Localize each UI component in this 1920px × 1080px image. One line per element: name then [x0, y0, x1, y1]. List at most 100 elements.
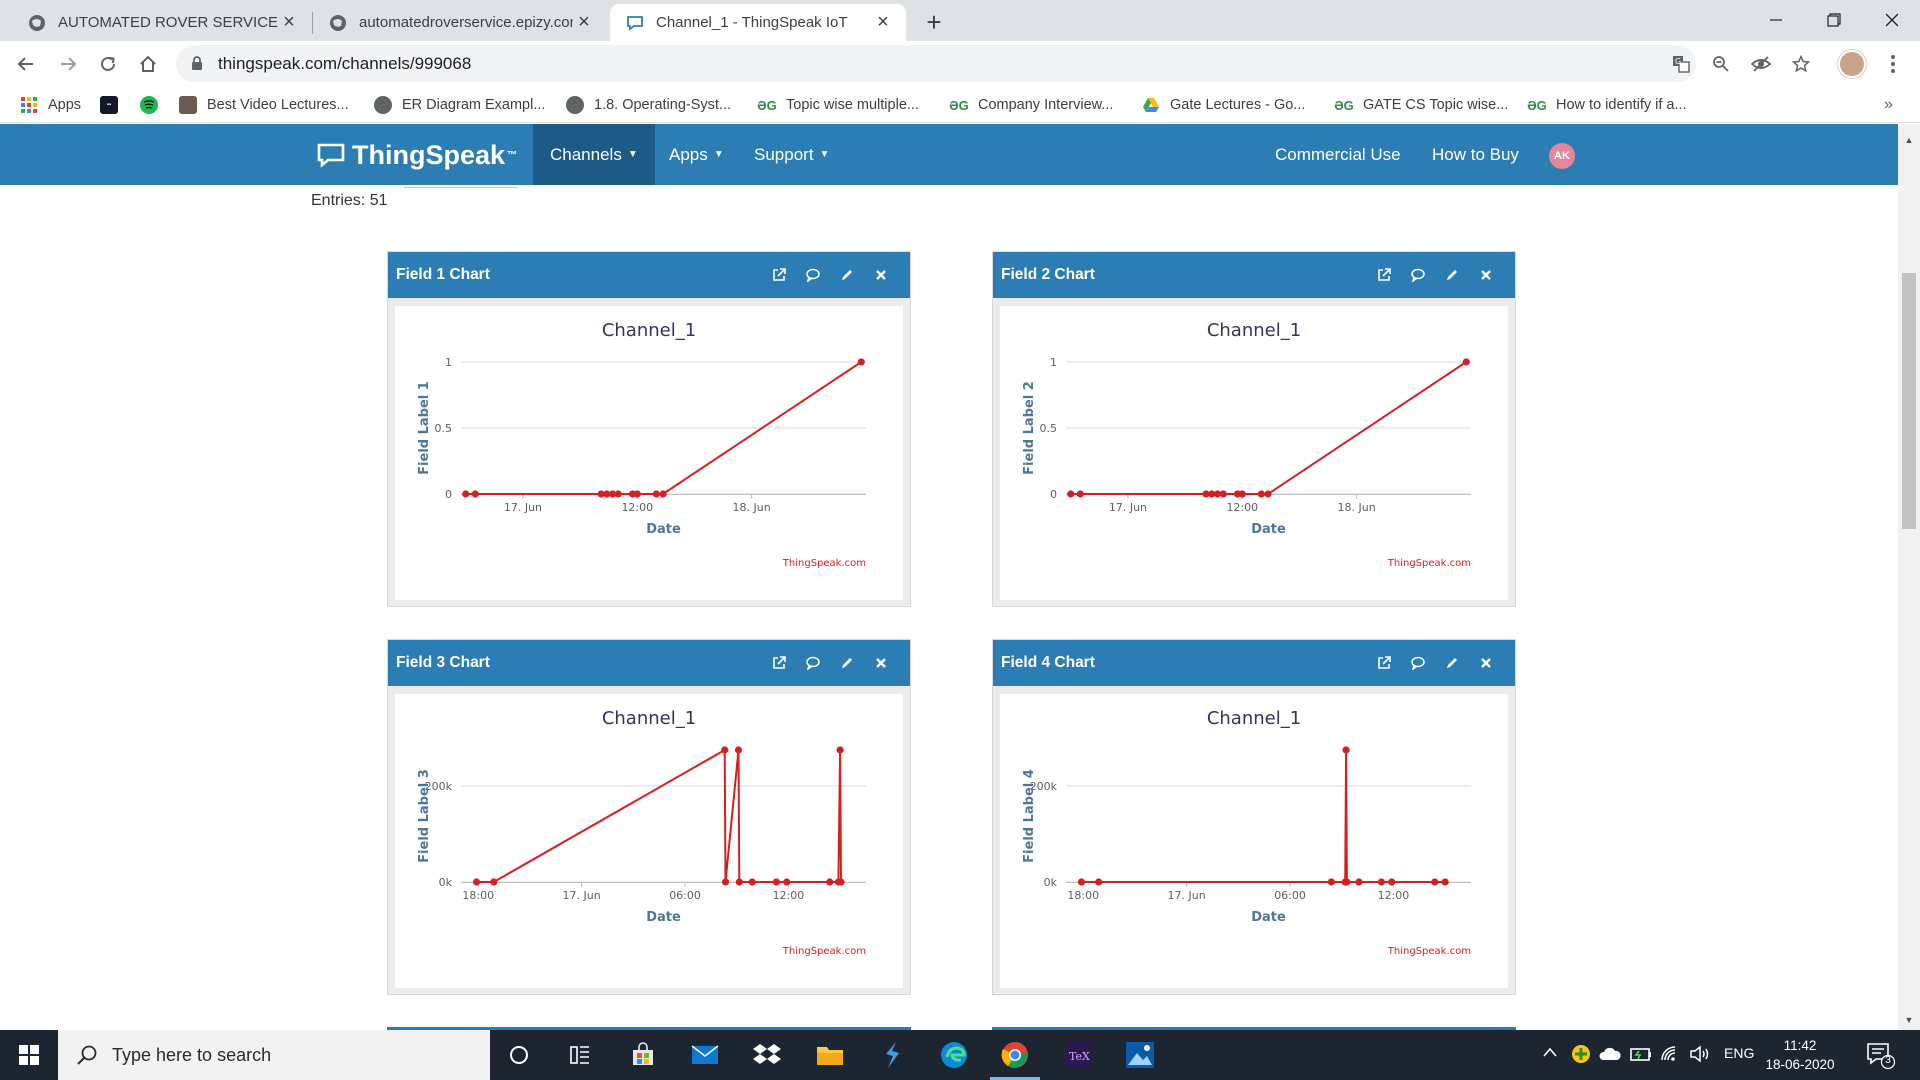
- data-point: [1076, 490, 1084, 498]
- data-point: [826, 878, 834, 886]
- scroll-up-arrow[interactable]: ▲: [1904, 135, 1914, 145]
- close-icon[interactable]: ×: [578, 11, 590, 33]
- browser-menu-icon[interactable]: [1884, 49, 1902, 79]
- data-point: [735, 878, 743, 886]
- bookmark-item[interactable]: ƏG GATE CS Topic wise...: [1334, 94, 1508, 116]
- user-avatar[interactable]: AK: [1549, 143, 1575, 169]
- zoom-icon[interactable]: [1710, 53, 1732, 75]
- bookmark-item[interactable]: ƏG How to identify if a...: [1527, 94, 1686, 116]
- data-point: [721, 878, 730, 886]
- bookmark-item[interactable]: Gate Lectures - Go...: [1142, 94, 1305, 116]
- bookmark-spotify[interactable]: [140, 94, 168, 116]
- data-point: [857, 358, 865, 366]
- battery-icon[interactable]: [1629, 1045, 1653, 1066]
- volume-icon[interactable]: [1689, 1045, 1711, 1066]
- task-view-icon[interactable]: [563, 1039, 597, 1071]
- wifi-icon[interactable]: [1660, 1045, 1682, 1066]
- external-link-icon[interactable]: [1373, 652, 1395, 674]
- pencil-icon[interactable]: [836, 264, 858, 286]
- nav-commercial-use[interactable]: Commercial Use: [1258, 124, 1418, 185]
- clock-time: 11:42: [1783, 1038, 1817, 1053]
- action-center-button[interactable]: 3: [1866, 1042, 1896, 1070]
- data-point: [597, 490, 605, 498]
- input-language[interactable]: ENG: [1724, 1045, 1755, 1061]
- show-hidden-icons[interactable]: [1542, 1045, 1558, 1061]
- nav-apps[interactable]: Apps ▼: [652, 124, 741, 185]
- data-point: [1343, 878, 1351, 886]
- url-text[interactable]: thingspeak.com/channels/999068: [218, 54, 472, 73]
- page-scrollbar[interactable]: [1898, 124, 1920, 1030]
- y-tick-label: 0k: [1044, 876, 1058, 889]
- visual-studio-icon[interactable]: [875, 1039, 909, 1071]
- photos-icon[interactable]: [1123, 1039, 1157, 1071]
- close-icon[interactable]: [1475, 264, 1497, 286]
- external-link-icon[interactable]: [1373, 264, 1395, 286]
- external-link-icon[interactable]: [768, 264, 790, 286]
- close-icon[interactable]: ×: [283, 11, 295, 33]
- browser-tab-active[interactable]: Channel_1 - ThingSpeak IoT ×: [610, 4, 906, 41]
- profile-avatar[interactable]: [1838, 50, 1866, 78]
- chrome-browser-icon[interactable]: [990, 1039, 1040, 1080]
- nav-how-to-buy[interactable]: How to Buy: [1415, 124, 1536, 185]
- close-icon[interactable]: [1475, 652, 1497, 674]
- tex-editor-icon[interactable]: TeX: [1061, 1039, 1095, 1071]
- edge-browser-icon[interactable]: [937, 1039, 971, 1071]
- bookmark-item[interactable]: 1.8. Operating-Syst...: [566, 94, 731, 116]
- y-tick-label: 1: [1050, 356, 1057, 369]
- nav-channels[interactable]: Channels ▼: [533, 124, 655, 185]
- store-icon[interactable]: [626, 1039, 660, 1071]
- file-explorer-icon[interactable]: [813, 1039, 847, 1071]
- bookmark-apps[interactable]: Apps: [20, 94, 81, 116]
- bookmark-news-site[interactable]: ▪▪: [100, 94, 128, 116]
- windows-start-button[interactable]: [0, 1030, 58, 1080]
- close-window-button[interactable]: [1862, 0, 1920, 40]
- comment-icon[interactable]: [1407, 652, 1429, 674]
- windows-logo-icon: [19, 1045, 39, 1065]
- chart-title: Channel_1: [602, 708, 696, 729]
- comment-icon[interactable]: [802, 652, 824, 674]
- close-icon[interactable]: ×: [877, 11, 889, 33]
- minimize-button[interactable]: [1746, 0, 1806, 40]
- forward-button[interactable]: [52, 48, 84, 80]
- comment-icon[interactable]: [1407, 264, 1429, 286]
- onedrive-icon[interactable]: [1598, 1045, 1622, 1066]
- comment-icon[interactable]: [802, 264, 824, 286]
- nav-label: Apps: [669, 144, 708, 164]
- home-button[interactable]: [132, 48, 164, 80]
- new-tab-button[interactable]: +: [926, 6, 942, 37]
- bookmark-item[interactable]: Best Video Lectures...: [179, 94, 349, 116]
- thingspeak-logo[interactable]: ThingSpeak ™: [316, 138, 517, 172]
- translate-icon[interactable]: G: [1670, 53, 1692, 75]
- nav-label: Commercial Use: [1275, 144, 1401, 164]
- widget-header: Field 1 Chart: [388, 252, 910, 298]
- y-tick-label: 200k: [1030, 780, 1058, 793]
- bookmark-item[interactable]: ƏG Company Interview...: [949, 94, 1113, 116]
- restore-button[interactable]: [1804, 0, 1864, 40]
- close-icon[interactable]: [870, 652, 892, 674]
- bookmarks-overflow-button[interactable]: »: [1884, 96, 1893, 113]
- lock-icon[interactable]: [190, 55, 204, 71]
- taskbar-search-box[interactable]: Type here to search: [58, 1030, 490, 1080]
- pencil-icon[interactable]: [836, 652, 858, 674]
- system-clock[interactable]: 11:42 18-06-2020: [1760, 1036, 1840, 1074]
- browser-tab[interactable]: automatedroverservice.epizy.com ×: [313, 4, 607, 41]
- scrollbar-thumb[interactable]: [1902, 273, 1916, 529]
- pencil-icon[interactable]: [1441, 652, 1463, 674]
- pencil-icon[interactable]: [1441, 264, 1463, 286]
- nav-support[interactable]: Support ▼: [737, 124, 846, 185]
- vpn-shield-icon[interactable]: [1570, 1043, 1592, 1068]
- bookmark-item[interactable]: ER Diagram Exampl...: [374, 94, 545, 116]
- bookmark-item[interactable]: ƏG Topic wise multiple...: [757, 94, 919, 116]
- back-button[interactable]: [10, 48, 42, 80]
- scroll-down-arrow[interactable]: ▼: [1904, 1015, 1914, 1025]
- address-bar[interactable]: thingspeak.com/channels/999068 G: [176, 45, 1810, 82]
- reload-button[interactable]: [92, 48, 124, 80]
- external-link-icon[interactable]: [768, 652, 790, 674]
- mail-icon[interactable]: [688, 1039, 722, 1071]
- dropbox-icon[interactable]: [750, 1039, 784, 1071]
- cortana-icon[interactable]: [502, 1039, 536, 1071]
- star-icon[interactable]: [1790, 53, 1812, 75]
- close-icon[interactable]: [870, 264, 892, 286]
- hidden-eye-icon[interactable]: [1750, 53, 1772, 75]
- browser-tab[interactable]: AUTOMATED ROVER SERVICE ×: [12, 4, 312, 41]
